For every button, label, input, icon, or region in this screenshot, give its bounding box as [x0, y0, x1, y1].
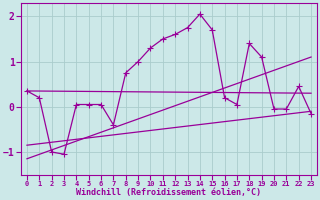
X-axis label: Windchill (Refroidissement éolien,°C): Windchill (Refroidissement éolien,°C): [76, 188, 261, 197]
